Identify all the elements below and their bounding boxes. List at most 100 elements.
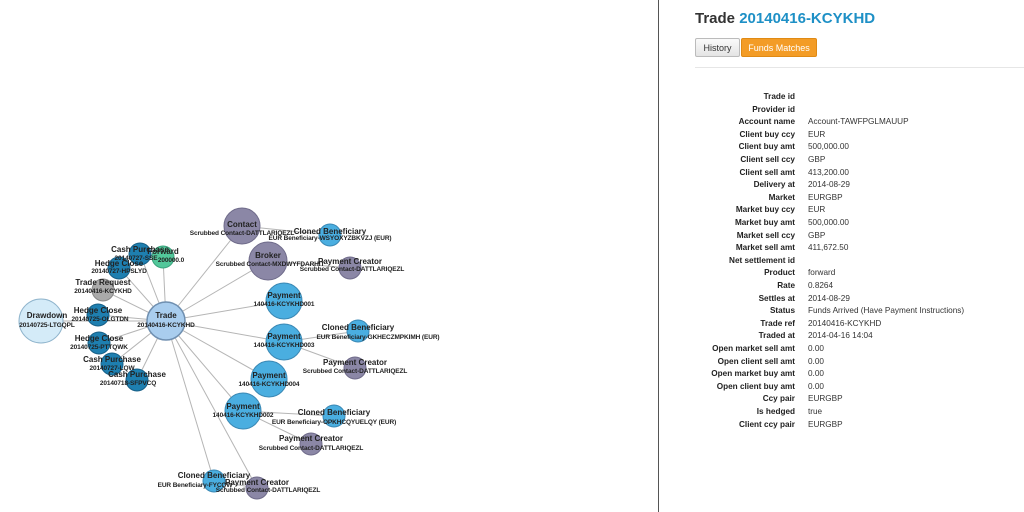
graph-node-label: Payment Creator bbox=[279, 434, 343, 443]
page-title: Trade 20140416-KCYKHD bbox=[695, 10, 875, 27]
graph-node-circle[interactable] bbox=[248, 241, 288, 281]
property-key: Client sell ccy bbox=[740, 155, 795, 164]
graph-node-forward[interactable] bbox=[151, 245, 175, 269]
title-prefix: Trade bbox=[695, 10, 736, 27]
title-trade-ref-link[interactable]: 20140416-KCYKHD bbox=[739, 10, 876, 27]
property-value: 0.00 bbox=[808, 356, 824, 366]
property-value: Account-TAWFPGLMAUUP bbox=[808, 117, 909, 127]
graph-node-label: Payment Creator bbox=[318, 257, 382, 266]
graph-node-circle[interactable] bbox=[151, 245, 175, 269]
graph-node-label: Payment bbox=[267, 291, 301, 300]
graph-node-circle[interactable] bbox=[265, 282, 303, 320]
graph-node-hc2[interactable] bbox=[86, 303, 110, 327]
graph-nodes[interactable]: Trade 20140416-KCYKHD Drawdown 20140725-LTG… bbox=[18, 207, 440, 500]
graph-node-label: Trade Request bbox=[75, 278, 130, 287]
property-key: Client buy amt bbox=[738, 142, 795, 152]
property-row: Rate 0.8264 bbox=[660, 280, 1024, 293]
graph-node-pc1[interactable] bbox=[338, 256, 362, 280]
graph-node-circle[interactable] bbox=[100, 352, 124, 376]
graph-node-sublabel: 20140727-HPSLYD bbox=[91, 268, 147, 275]
property-row: Market sell ccy GBP bbox=[660, 230, 1024, 243]
property-row: Client sell amt 413,200.00 bbox=[660, 167, 1024, 180]
graph-node-trade[interactable] bbox=[146, 301, 186, 341]
graph-node-circle[interactable] bbox=[91, 278, 115, 302]
graph-node-tr[interactable] bbox=[91, 278, 115, 302]
graph-node-label: Drawdown bbox=[27, 311, 68, 320]
graph-node-circle[interactable] bbox=[318, 223, 342, 247]
property-row: Provider id bbox=[660, 104, 1024, 117]
graph-node-cp2[interactable] bbox=[100, 352, 124, 376]
property-key: Client sell amt bbox=[739, 167, 795, 177]
graph-node-circle[interactable] bbox=[245, 476, 269, 500]
graph-node-cb3[interactable] bbox=[346, 319, 370, 343]
history-button[interactable]: History bbox=[695, 38, 740, 57]
property-key: Provider id bbox=[752, 104, 795, 114]
graph-node-circle[interactable] bbox=[86, 303, 110, 327]
graph-node-label: Hedge Close bbox=[74, 306, 123, 315]
graph-node-circle[interactable] bbox=[299, 432, 323, 456]
property-row: Client buy ccy EUR bbox=[660, 129, 1024, 142]
graph-node-broker[interactable] bbox=[248, 241, 288, 281]
property-value: EURGBP bbox=[808, 192, 843, 202]
graph-node-cb2[interactable] bbox=[322, 404, 346, 428]
graph-node-circle[interactable] bbox=[265, 323, 303, 361]
graph-node-circle[interactable] bbox=[224, 392, 262, 430]
graph-node-cp1[interactable] bbox=[128, 242, 152, 266]
graph-node-circle[interactable] bbox=[146, 301, 186, 341]
network-graph-panel[interactable]: Trade 20140416-KCYKHD Drawdown 20140725-LTG… bbox=[0, 0, 659, 512]
property-key: Delivery at bbox=[753, 180, 795, 190]
graph-node-circle[interactable] bbox=[202, 469, 226, 493]
graph-node-pc4[interactable] bbox=[245, 476, 269, 500]
graph-node-contact[interactable] bbox=[223, 207, 261, 245]
graph-node-cp3[interactable] bbox=[125, 368, 149, 392]
graph-node-cb4[interactable] bbox=[202, 469, 226, 493]
property-key: Rate bbox=[777, 281, 795, 290]
graph-node-sublabel: Scrubbed Contact-DATTLARIQEZL bbox=[216, 487, 321, 494]
graph-node-pay3[interactable] bbox=[265, 323, 303, 361]
property-row: Status Funds Arrived (Have Payment Instru… bbox=[660, 305, 1024, 318]
property-value: GBP bbox=[808, 230, 826, 240]
graph-node-label: Trade bbox=[155, 311, 177, 320]
property-value: 2014-08-29 bbox=[808, 293, 850, 303]
graph-node-circle[interactable] bbox=[128, 242, 152, 266]
property-value: true bbox=[808, 407, 823, 416]
graph-edge bbox=[165, 320, 215, 482]
graph-node-circle[interactable] bbox=[18, 298, 64, 344]
property-key: Net settlement id bbox=[729, 255, 795, 265]
property-row: Settles at 2014-08-29 bbox=[660, 293, 1024, 306]
graph-node-hc3[interactable] bbox=[87, 331, 111, 355]
graph-node-pay2[interactable] bbox=[224, 392, 262, 430]
graph-node-circle[interactable] bbox=[107, 256, 131, 280]
graph-node-label: Payment Creator bbox=[323, 358, 387, 367]
graph-node-circle[interactable] bbox=[125, 368, 149, 392]
graph-node-sublabel: Scrubbed Contact-DATTLARIQEZL bbox=[190, 230, 295, 237]
graph-node-label: Contact bbox=[227, 220, 257, 229]
graph-node-circle[interactable] bbox=[338, 256, 362, 280]
funds-matches-button[interactable]: Funds Matches bbox=[741, 38, 817, 57]
graph-node-label: Payment Creator bbox=[225, 478, 289, 487]
property-value: 0.00 bbox=[808, 369, 824, 379]
graph-node-hc1[interactable] bbox=[107, 256, 131, 280]
graph-node-label: Cloned Beneficiary bbox=[294, 227, 367, 236]
graph-node-cb1[interactable] bbox=[318, 223, 342, 247]
graph-node-pc3[interactable] bbox=[343, 356, 367, 380]
graph-node-pay4[interactable] bbox=[250, 360, 288, 398]
graph-node-label: Forward bbox=[147, 247, 179, 256]
property-row: Client buy amt 500,000.00 bbox=[660, 141, 1024, 154]
graph-node-circle[interactable] bbox=[250, 360, 288, 398]
graph-node-circle[interactable] bbox=[346, 319, 370, 343]
network-graph[interactable]: Trade 20140416-KCYKHD Drawdown 20140725-LTG… bbox=[0, 0, 659, 512]
graph-node-circle[interactable] bbox=[343, 356, 367, 380]
graph-node-sublabel: 20140727-LQW bbox=[89, 365, 135, 372]
graph-node-pay1[interactable] bbox=[265, 282, 303, 320]
graph-node-sublabel: EUR Beneficiary-GKHECZMPKIMH (EUR) bbox=[316, 334, 439, 341]
graph-node-pc2[interactable] bbox=[299, 432, 323, 456]
graph-node-circle[interactable] bbox=[322, 404, 346, 428]
graph-node-circle[interactable] bbox=[223, 207, 261, 245]
graph-node-circle[interactable] bbox=[87, 331, 111, 355]
property-value: 500,000.00 bbox=[808, 142, 849, 152]
property-value: Funds Arrived (Have Payment Instructions… bbox=[808, 306, 965, 316]
graph-node-drawdown[interactable] bbox=[18, 298, 64, 344]
graph-node-label: Cloned Beneficiary bbox=[322, 323, 395, 332]
property-key: Traded at bbox=[758, 331, 795, 341]
